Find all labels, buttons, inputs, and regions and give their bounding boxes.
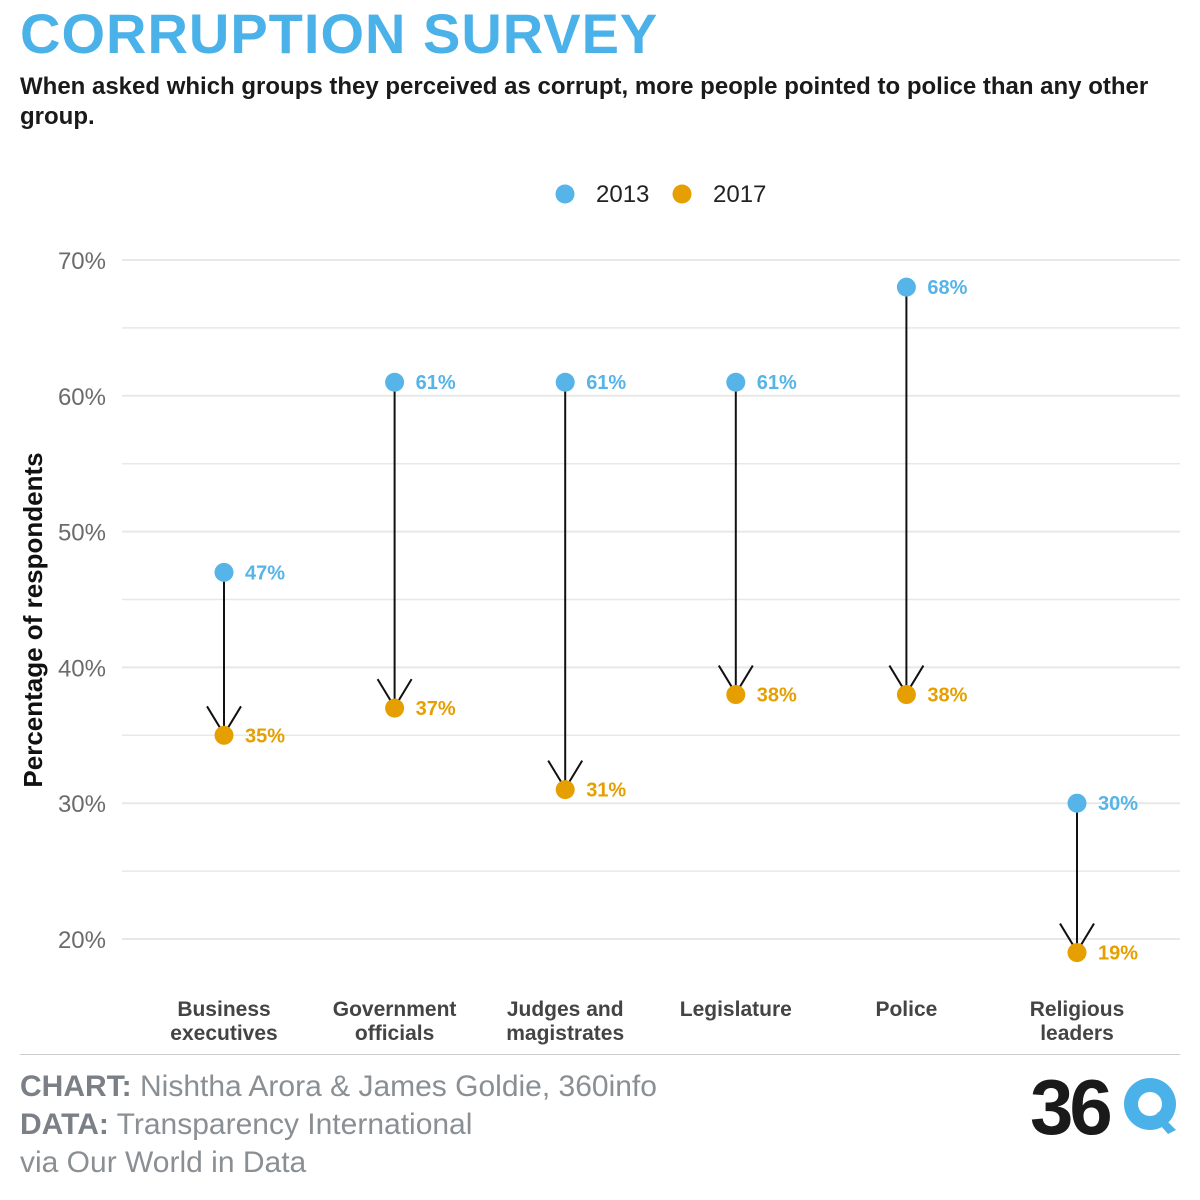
y-tick-label: 60% xyxy=(58,384,106,411)
x-category-line: Judges and xyxy=(507,998,624,1021)
point-2013 xyxy=(1067,793,1087,813)
point-2017 xyxy=(726,685,746,705)
gridlines xyxy=(122,259,1180,940)
point-2017 xyxy=(896,685,916,705)
dumbbell-chart: 20% 30% 40% 50% 60% 70% Percentage of respond… xyxy=(18,181,1180,1045)
point-2017 xyxy=(1067,943,1087,963)
x-category-line: Legislature xyxy=(680,998,792,1021)
x-category-line: executives xyxy=(170,1022,277,1045)
legend-label-2013: 2013 xyxy=(596,181,649,208)
point-2017 xyxy=(385,698,405,718)
x-category-line: Government xyxy=(333,998,457,1021)
x-category-line: officials xyxy=(355,1022,434,1045)
x-category-label: Business executives xyxy=(170,998,277,1045)
point-2013 xyxy=(555,372,575,392)
value-label-2017: 31% xyxy=(586,780,626,802)
value-label-2017: 38% xyxy=(757,685,797,707)
point-2013 xyxy=(726,372,746,392)
x-axis-categories: Business executives Government officials Jud… xyxy=(170,998,1124,1045)
y-tick-label: 20% xyxy=(58,927,106,954)
footer-divider xyxy=(20,1054,1180,1055)
x-category-label: Legislature xyxy=(680,998,792,1021)
x-category-label: Police xyxy=(875,998,937,1021)
svg-text:36: 36 xyxy=(1030,1068,1110,1142)
legend: 2013 2017 xyxy=(555,181,766,208)
y-tick-label: 50% xyxy=(58,520,106,547)
value-label-2017: 35% xyxy=(245,725,285,747)
x-category-line: Business xyxy=(177,998,270,1021)
x-category-label: Judges and magistrates xyxy=(506,998,624,1045)
value-label-2013: 61% xyxy=(757,372,797,394)
chart-title: CORRUPTION SURVEY xyxy=(20,2,659,65)
point-2013 xyxy=(896,277,916,297)
legend-dot-2017 xyxy=(672,184,692,204)
y-axis-label: Percentage of respondents xyxy=(18,452,48,787)
y-tick-label: 30% xyxy=(58,791,106,818)
point-2017 xyxy=(555,780,575,800)
value-label-2017: 19% xyxy=(1098,943,1138,965)
data-credit-line2: via Our World in Data xyxy=(20,1146,307,1179)
360info-logo: 36 xyxy=(1030,1068,1176,1142)
x-category-line: leaders xyxy=(1040,1022,1114,1045)
legend-label-2017: 2017 xyxy=(713,181,766,208)
x-category-line: Religious xyxy=(1030,998,1125,1021)
value-label-2013: 30% xyxy=(1098,793,1138,815)
point-2017 xyxy=(214,725,234,745)
legend-dot-2013 xyxy=(555,184,575,204)
change-arrows xyxy=(206,287,1095,954)
x-category-label: Religious leaders xyxy=(1030,998,1125,1045)
value-label-2017: 38% xyxy=(927,685,967,707)
chart-credit: CHART: Nishtha Arora & James Goldie, 360… xyxy=(20,1070,657,1103)
value-label-2013: 61% xyxy=(416,372,456,394)
x-category-line: magistrates xyxy=(506,1022,624,1045)
value-label-2013: 68% xyxy=(927,277,967,299)
point-2013 xyxy=(214,562,234,582)
data-credit: DATA: Transparency International xyxy=(20,1108,473,1141)
value-label-2017: 37% xyxy=(416,698,456,720)
value-label-2013: 47% xyxy=(245,562,285,584)
data-points: 47% 35% 61% 37% 61% 31% 61% 38% 68% 38% 30% 19% xyxy=(214,277,1138,965)
value-label-2013: 61% xyxy=(586,372,626,394)
x-category-line: Police xyxy=(875,998,937,1021)
chart-subtitle: When asked which groups they perceived a… xyxy=(20,73,1149,130)
y-tick-label: 40% xyxy=(58,655,106,682)
point-2013 xyxy=(385,372,405,392)
x-category-label: Government officials xyxy=(333,998,457,1045)
y-tick-label: 70% xyxy=(58,248,106,275)
y-axis-ticks: 20% 30% 40% 50% 60% 70% xyxy=(58,248,106,954)
